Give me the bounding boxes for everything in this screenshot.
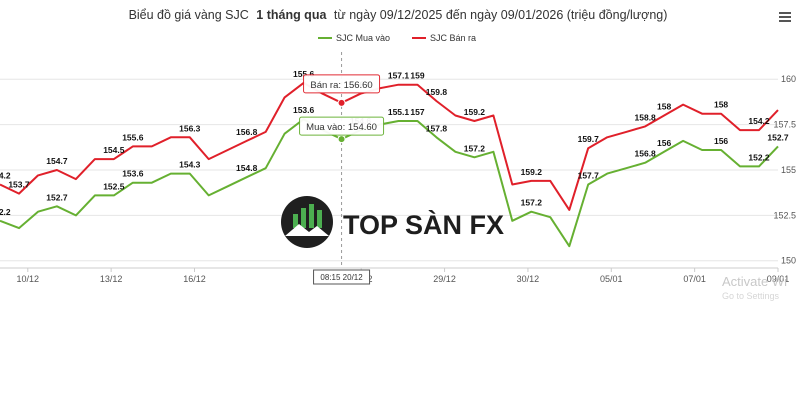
data-label-buy: 152.5 bbox=[103, 181, 125, 191]
legend-item-sell[interactable]: SJC Bán ra bbox=[412, 33, 476, 43]
grid-lines bbox=[0, 78, 778, 262]
data-label-sell: 159.2 bbox=[464, 107, 486, 117]
chart-title-bold: 1 tháng qua bbox=[256, 8, 327, 22]
hamburger-menu-icon[interactable] bbox=[776, 9, 794, 24]
data-label-buy: 153.6 bbox=[293, 105, 315, 115]
chart-legend: SJC Mua vào SJC Bán ra bbox=[318, 33, 476, 43]
data-label-buy: 157.7 bbox=[578, 171, 600, 181]
tooltip-text-sell: Bán ra: 156.60 bbox=[310, 80, 372, 91]
data-labels: 152.2152.7152.5153.6154.3154.8153.6154.6… bbox=[0, 0, 800, 217]
x-axis: 10/1213/1216/1225/1229/1230/1205/0107/01… bbox=[0, 267, 790, 284]
data-label-sell: 158 bbox=[714, 100, 728, 110]
series-line-sell bbox=[0, 81, 779, 211]
data-label-buy: 154.3 bbox=[179, 160, 201, 170]
data-label-buy: 152.7 bbox=[767, 132, 789, 142]
legend-item-buy[interactable]: SJC Mua vào bbox=[318, 33, 390, 43]
legend-label-buy: SJC Mua vào bbox=[336, 33, 390, 43]
watermark-text: TOP SÀN FX bbox=[343, 209, 504, 240]
y-tick-label: 155 bbox=[781, 165, 796, 175]
data-label-buy: 156 bbox=[657, 138, 671, 148]
tooltip-box-buy bbox=[299, 116, 385, 136]
data-label-sell: 154.4 bbox=[786, 0, 800, 2]
data-label-buy: 152.7 bbox=[46, 192, 68, 202]
data-label-sell: 154.5 bbox=[103, 145, 125, 155]
data-label-sell: 154.2 bbox=[748, 116, 770, 126]
data-label-buy: 157.8 bbox=[426, 123, 448, 133]
data-label-sell: 158.8 bbox=[635, 112, 657, 122]
x-tick-label: 13/12 bbox=[100, 274, 123, 284]
data-label-buy: 157.2 bbox=[464, 143, 486, 153]
x-tick-label: 05/01 bbox=[600, 274, 623, 284]
series-line-buy bbox=[0, 118, 779, 248]
data-label-sell: 154.7 bbox=[46, 156, 68, 166]
data-label-buy: 155.1 bbox=[388, 107, 410, 117]
tooltip-text-buy: Mua vào: 154.60 bbox=[306, 122, 377, 133]
y-tick-label: 160 bbox=[781, 74, 796, 84]
data-label-buy: 157 bbox=[410, 107, 424, 117]
data-label-sell: 155.6 bbox=[122, 132, 144, 142]
y-axis: 150 152.5 155 157.5 160 bbox=[773, 74, 796, 266]
data-label-buy: 153.6 bbox=[122, 169, 144, 179]
data-label-buy: 156 bbox=[714, 136, 728, 146]
data-label-buy: 157.2 bbox=[521, 198, 543, 208]
x-tick-label: 10/12 bbox=[17, 274, 40, 284]
x-tick-label: 09/01 bbox=[767, 274, 790, 284]
activate-windows-sub: Go to Settings bbox=[722, 291, 780, 301]
data-label-sell: 156.3 bbox=[179, 123, 201, 133]
data-label-sell: 154.2 bbox=[0, 171, 11, 181]
data-label-sell: 156.8 bbox=[236, 127, 258, 137]
data-label-sell: 158 bbox=[657, 102, 671, 112]
y-tick-label: 152.5 bbox=[773, 210, 796, 220]
bull-chart-logo-icon bbox=[281, 196, 333, 248]
tooltip: Bán ra: 156.60 Mua vào: 154.60 08:15 20/12 bbox=[299, 52, 385, 285]
data-label-buy: 152.2 bbox=[748, 152, 770, 162]
chart-title: Biểu đồ giá vàng SJC 1 tháng qua từ ngày… bbox=[129, 8, 668, 22]
crosshair-label-box bbox=[313, 269, 371, 285]
chart-title-prefix: Biểu đồ giá vàng SJC bbox=[129, 8, 249, 22]
data-label-sell: 153.7 bbox=[8, 180, 30, 190]
data-label-buy: 156.8 bbox=[635, 149, 657, 159]
x-tick-label: 16/12 bbox=[183, 274, 206, 284]
data-label-sell: 157.1 bbox=[388, 71, 410, 81]
crosshair-label-text: 08:15 20/12 bbox=[320, 273, 363, 282]
chart-title-suffix: từ ngày 09/12/2025 đến ngày 09/01/2026 (… bbox=[334, 8, 668, 22]
data-label-sell: 155.6 bbox=[293, 69, 315, 79]
data-label-sell: 159.7 bbox=[578, 134, 600, 144]
data-label-buy: 152.2 bbox=[0, 207, 11, 217]
series-lines bbox=[0, 81, 779, 248]
legend-label-sell: SJC Bán ra bbox=[430, 33, 476, 43]
x-tick-label: 30/12 bbox=[517, 274, 540, 284]
data-label-buy: 154.8 bbox=[236, 163, 258, 173]
data-label-sell: 159.8 bbox=[426, 87, 448, 97]
data-label-sell: 159 bbox=[410, 71, 424, 81]
hover-marker-sell bbox=[337, 98, 346, 107]
hover-marker-buy bbox=[337, 135, 346, 144]
data-label-sell: 159.2 bbox=[521, 167, 543, 177]
activate-windows-text: Activate Wi bbox=[722, 274, 787, 289]
watermark: TOP SÀN FX bbox=[281, 196, 504, 248]
tooltip-box-sell bbox=[303, 74, 381, 94]
y-tick-label: 157.5 bbox=[773, 120, 796, 130]
x-tick-label: 07/01 bbox=[683, 274, 706, 284]
x-tick-label: 29/12 bbox=[433, 274, 456, 284]
y-tick-label: 150 bbox=[781, 256, 796, 266]
